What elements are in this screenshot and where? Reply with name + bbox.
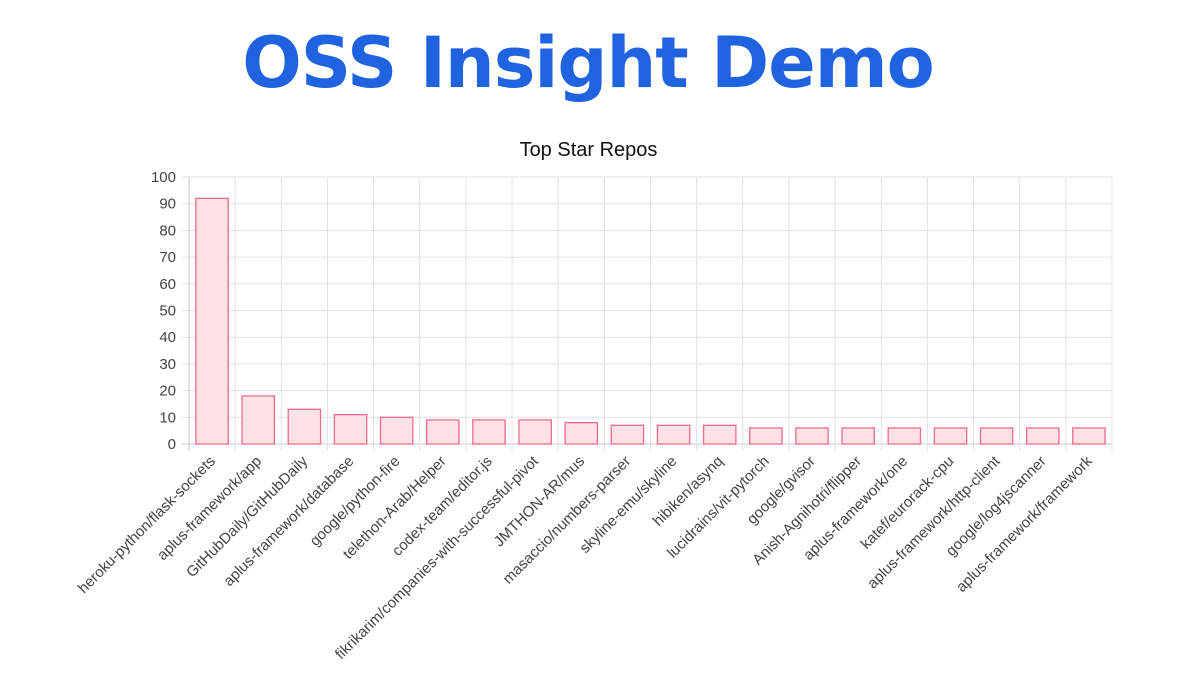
bar — [933, 427, 968, 445]
bar — [610, 424, 645, 445]
y-tick-label: 40 — [159, 329, 176, 346]
x-axis-labels: heroku-python/flask-socketsaplus-framewo… — [75, 452, 1096, 663]
bar — [656, 424, 691, 445]
page-title: OSS Insight Demo — [242, 22, 935, 104]
bar — [749, 427, 783, 445]
y-tick-label: 70 — [159, 249, 176, 266]
y-tick-label: 0 — [168, 436, 176, 453]
y-tick-label: 90 — [159, 196, 176, 213]
bar — [702, 424, 737, 445]
bar — [979, 427, 1014, 445]
y-tick-label: 80 — [159, 222, 176, 239]
grid-lines — [182, 176, 1113, 451]
bar — [1072, 427, 1106, 445]
bar — [518, 419, 552, 445]
bar — [333, 413, 368, 445]
bar — [287, 408, 322, 445]
y-tick-label: 100 — [151, 169, 176, 186]
bar — [841, 427, 875, 445]
bar — [472, 419, 506, 445]
y-tick-label: 30 — [159, 356, 176, 373]
bar — [379, 416, 414, 445]
y-tick-label: 10 — [159, 409, 176, 426]
bar — [241, 395, 276, 445]
bar — [426, 419, 460, 445]
bar — [795, 427, 829, 445]
y-axis-ticks: 0 10 20 30 40 50 60 70 80 90 100 — [151, 169, 176, 453]
y-tick-label: 60 — [159, 276, 176, 293]
bar — [195, 197, 229, 445]
bar — [564, 421, 599, 445]
bar — [887, 427, 922, 445]
y-tick-label: 20 — [159, 383, 176, 400]
y-tick-label: 50 — [159, 303, 176, 320]
bar — [1025, 427, 1060, 445]
chart-title: Top Star Repos — [520, 139, 658, 161]
bar-series — [195, 197, 1106, 445]
